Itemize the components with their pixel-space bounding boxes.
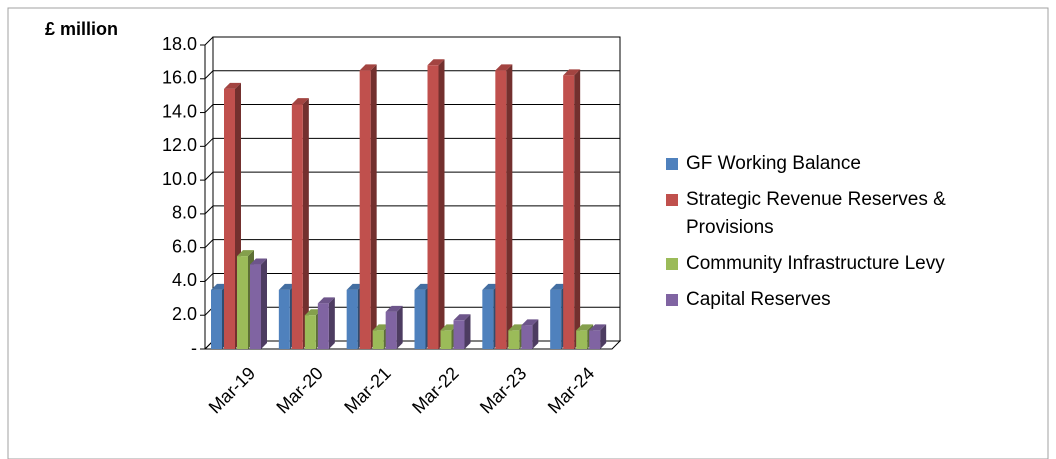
legend: GF Working Balance Strategic Revenue Rese… xyxy=(666,150,1036,322)
bar xyxy=(372,330,384,349)
legend-item: Capital Reserves xyxy=(666,286,1036,314)
bar-side xyxy=(600,324,607,349)
bar-top xyxy=(224,82,241,89)
bar-top xyxy=(576,324,594,331)
bar xyxy=(427,65,439,350)
bar-top xyxy=(482,283,500,290)
bar-top xyxy=(563,69,581,76)
bar xyxy=(291,104,303,349)
bar-top xyxy=(495,64,513,71)
bar-side xyxy=(261,258,267,349)
bar xyxy=(359,70,371,349)
bar-top xyxy=(250,258,267,265)
bar-top xyxy=(359,64,377,71)
legend-swatch xyxy=(666,258,678,270)
bar xyxy=(317,303,329,349)
grid-line xyxy=(204,104,620,113)
grid-line xyxy=(204,70,620,80)
bar-top xyxy=(521,319,539,326)
y-tick-label: 6.0 xyxy=(172,236,197,256)
grid-line xyxy=(204,36,620,46)
bar xyxy=(346,289,358,349)
legend-item: GF Working Balance xyxy=(666,150,1036,178)
y-tick-label: 16.0 xyxy=(162,68,197,88)
legend-swatch xyxy=(666,194,678,206)
bar-side xyxy=(302,98,309,349)
bar xyxy=(521,325,533,349)
bar xyxy=(250,264,261,349)
bar-top xyxy=(211,283,228,290)
bar-top xyxy=(237,250,254,257)
bar xyxy=(237,256,248,349)
bar-side xyxy=(328,297,335,349)
bar-top xyxy=(414,283,432,290)
bar xyxy=(508,330,520,349)
grid-line xyxy=(204,272,620,282)
bar xyxy=(495,70,507,349)
legend-swatch xyxy=(666,158,678,170)
grid-line xyxy=(204,137,620,147)
bar-top xyxy=(440,324,458,331)
bar xyxy=(440,330,452,349)
bar-top xyxy=(346,283,364,290)
legend-label: GF Working Balance xyxy=(686,153,861,174)
bar-side xyxy=(532,319,539,349)
legend-label: Community Infrastructure Levy xyxy=(686,253,945,274)
bar xyxy=(576,330,588,349)
grid-line xyxy=(204,239,620,249)
bar-side xyxy=(438,59,445,350)
bar-side xyxy=(370,64,377,349)
bar xyxy=(589,330,601,349)
grid-line xyxy=(204,205,620,215)
chart-title: £ million xyxy=(45,19,118,39)
bar xyxy=(224,88,235,350)
bar-top xyxy=(589,324,607,331)
y-tick-label: 14.0 xyxy=(162,101,197,121)
bar-top xyxy=(304,309,322,316)
bar-top xyxy=(372,324,390,331)
bar-side xyxy=(396,305,403,349)
y-tick-label: 8.0 xyxy=(172,203,197,223)
bar xyxy=(453,320,465,349)
bar-top xyxy=(317,297,335,304)
y-tick-label: 12.0 xyxy=(162,135,197,155)
bar-top xyxy=(427,59,445,66)
bar-top xyxy=(508,324,526,331)
bar xyxy=(550,289,562,349)
legend-swatch xyxy=(666,294,678,306)
legend-item: Community Infrastructure Levy xyxy=(666,250,1036,278)
bar xyxy=(482,289,494,349)
y-tick-label: 10.0 xyxy=(162,169,197,189)
bar-top xyxy=(278,283,296,290)
legend-label: Strategic Revenue Reserves & Provisions xyxy=(686,189,946,238)
bar-top xyxy=(453,314,471,321)
y-tick-label: - xyxy=(191,338,197,358)
bar xyxy=(414,289,426,349)
bar xyxy=(304,315,316,349)
y-tick-label: 18.0 xyxy=(162,34,197,54)
chart-border xyxy=(7,7,1049,459)
grid-line xyxy=(204,171,620,181)
bar xyxy=(385,311,397,349)
bar xyxy=(211,289,222,349)
bar xyxy=(563,75,575,350)
bar-top xyxy=(550,283,568,290)
bar-top xyxy=(291,98,309,105)
bar xyxy=(278,289,290,349)
bar-side xyxy=(464,314,471,349)
bar-side xyxy=(506,64,513,349)
bar-side xyxy=(574,69,581,350)
y-tick-label: 2.0 xyxy=(172,304,197,324)
legend-label: Capital Reserves xyxy=(686,289,831,310)
legend-item: Strategic Revenue Reserves & Provisions xyxy=(666,186,1036,242)
bar-top xyxy=(385,305,403,312)
y-tick-label: 4.0 xyxy=(172,270,197,290)
